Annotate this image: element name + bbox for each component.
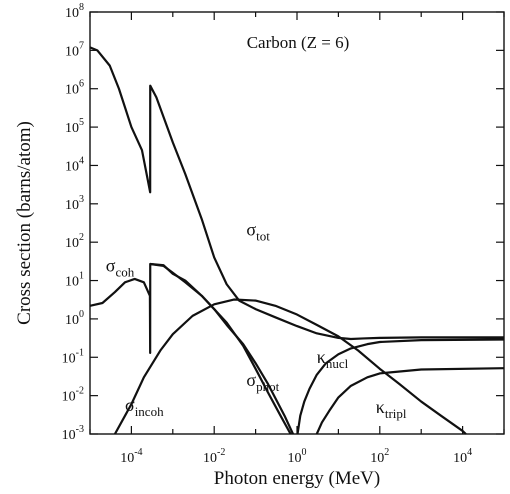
label-coh: σcoh (106, 256, 135, 280)
curve-nucl (296, 338, 505, 435)
label-tot: σtot (246, 219, 270, 243)
axis-ticks (89, 11, 505, 435)
y-tick-label: 100 (65, 309, 84, 328)
x-tick-label: 10-4 (120, 447, 142, 466)
tick-labels: 10-4 10-2 100 102 104 10-3 10-2 10-1 100 101 102 10… (62, 2, 472, 466)
y-axis-label: Cross section (barns/atom) (14, 121, 35, 325)
x-tick-label: 100 (288, 447, 307, 466)
label-nucl: κnucl (317, 347, 349, 371)
y-tick-label: 10-3 (62, 424, 84, 443)
x-axis-label: Photon energy (MeV) (214, 468, 380, 489)
curve-tot (89, 46, 504, 341)
curve-incoh (113, 298, 467, 435)
chart-title: Carbon (Z = 6) (247, 33, 350, 52)
y-tick-label: 104 (65, 155, 84, 174)
label-incoh: σincoh (125, 395, 164, 419)
y-tick-label: 103 (65, 194, 84, 213)
plot-frame (89, 11, 505, 435)
x-tick-label: 10-2 (203, 447, 225, 466)
label-tripl: κtripl (376, 397, 407, 421)
curve-tripl (315, 367, 505, 435)
curves (89, 46, 505, 435)
y-tick-label: 105 (65, 117, 84, 136)
y-tick-label: 107 (65, 40, 84, 59)
y-tick-label: 102 (65, 232, 84, 251)
y-tick-label: 101 (65, 271, 84, 290)
y-tick-label: 10-1 (62, 347, 84, 366)
curve-coh (89, 262, 294, 435)
y-tick-label: 108 (65, 2, 84, 21)
label-phot: σphot (246, 370, 279, 394)
x-tick-label: 102 (370, 447, 389, 466)
curve-annotations: σtot σcoh σphot σincoh κnucl κtripl (106, 219, 407, 421)
curve-phot (150, 262, 292, 435)
y-tick-label: 10-2 (62, 386, 84, 405)
x-tick-label: 104 (453, 447, 472, 466)
y-tick-label: 106 (65, 79, 84, 98)
